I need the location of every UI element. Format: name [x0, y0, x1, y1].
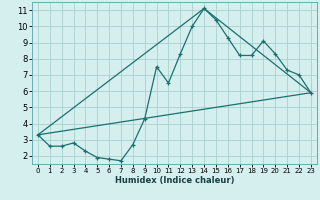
X-axis label: Humidex (Indice chaleur): Humidex (Indice chaleur): [115, 176, 234, 185]
